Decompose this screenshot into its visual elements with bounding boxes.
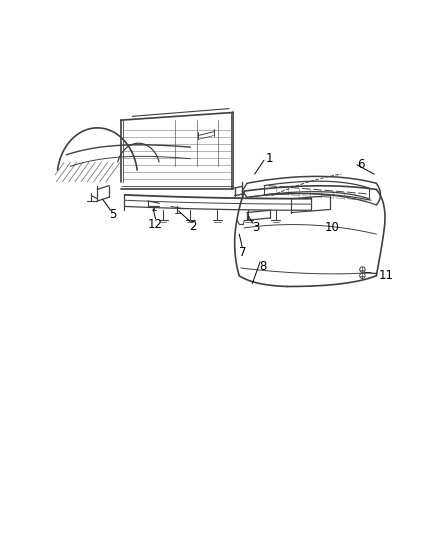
Text: 6: 6: [357, 158, 364, 171]
Text: 12: 12: [148, 217, 163, 231]
Text: 10: 10: [325, 222, 339, 235]
Text: 5: 5: [109, 208, 117, 221]
Text: 3: 3: [253, 222, 260, 235]
Text: 1: 1: [266, 152, 273, 165]
Text: 7: 7: [239, 246, 246, 259]
Text: 11: 11: [379, 269, 394, 282]
Text: 8: 8: [259, 260, 266, 273]
Text: 2: 2: [189, 220, 197, 233]
